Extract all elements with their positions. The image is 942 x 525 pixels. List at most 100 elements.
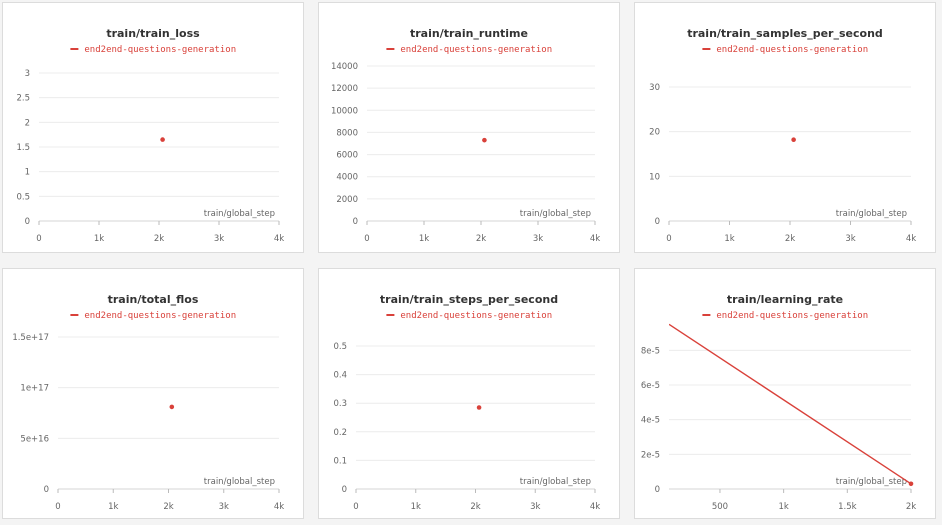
y-tick-label: 0 <box>25 217 30 227</box>
chart-panel-train-samples-per-second: train/train_samples_per_second end2end-qu… <box>634 2 936 253</box>
x-axis-label: train/global_step <box>520 209 591 219</box>
chart-svg: train/train_loss end2end-questions-genera… <box>16 27 284 244</box>
y-tick-label: 0.3 <box>333 399 347 409</box>
x-tick-label: 1k <box>724 234 734 244</box>
y-tick-label: 4e-5 <box>641 416 660 426</box>
y-tick-label: 0 <box>44 485 49 495</box>
series-line <box>669 323 912 485</box>
x-axis-label: train/global_step <box>520 477 591 487</box>
y-tick-label: 0.5 <box>16 192 30 202</box>
y-tick-label: 0 <box>353 217 358 227</box>
x-tick-label: 2k <box>785 234 795 244</box>
y-tick-label: 10000 <box>331 106 358 116</box>
x-tick-label: 0 <box>353 502 358 512</box>
x-tick-label: 1k <box>411 502 421 512</box>
chart-panel-train-loss: train/train_loss end2end-questions-genera… <box>2 2 304 253</box>
y-tick-label: 0.2 <box>333 428 347 438</box>
x-tick-label: 2k <box>906 502 916 512</box>
data-point <box>169 404 175 410</box>
chart-panel-train-steps-per-second: train/train_steps_per_second end2end-ques… <box>318 268 620 519</box>
y-tick-label: 20 <box>649 128 660 138</box>
legend-label: end2end-questions-generation <box>716 311 868 321</box>
chart-svg: train/train_steps_per_second end2end-ques… <box>333 293 600 512</box>
x-tick-label: 4k <box>590 234 600 244</box>
legend-label: end2end-questions-generation <box>716 45 868 55</box>
data-point <box>908 481 914 487</box>
chart-panel-total-flos: train/total_flos end2end-questions-genera… <box>2 268 304 519</box>
y-tick-label: 5e+16 <box>20 434 49 444</box>
data-point <box>476 405 482 410</box>
x-tick-label: 2k <box>476 234 486 244</box>
y-tick-label: 0.1 <box>333 456 347 466</box>
chart-panel-learning-rate: train/learning_rate end2end-questions-gen… <box>634 268 936 519</box>
chart-title: train/train_steps_per_second <box>380 293 558 306</box>
data-point <box>160 137 165 142</box>
y-tick-label: 0.5 <box>333 342 347 352</box>
chart-svg: train/train_samples_per_second end2end-qu… <box>649 27 916 244</box>
x-tick-label: 3k <box>214 234 224 244</box>
y-tick-label: 14000 <box>331 62 358 72</box>
y-tick-label: 1 <box>25 168 30 178</box>
x-tick-label: 500 <box>712 502 728 512</box>
x-tick-label: 3k <box>533 234 543 244</box>
y-tick-label: 0 <box>655 217 660 227</box>
legend: end2end-questions-generation <box>702 311 868 321</box>
y-tick-label: 6000 <box>336 151 358 161</box>
legend: end2end-questions-generation <box>702 45 868 55</box>
x-tick-label: 3k <box>530 502 540 512</box>
y-tick-label: 2 <box>25 118 30 128</box>
x-axis-label: train/global_step <box>836 477 907 487</box>
y-tick-label: 3 <box>25 69 30 79</box>
x-axis-label: train/global_step <box>204 209 275 219</box>
x-tick-label: 0 <box>55 502 60 512</box>
y-tick-label: 0.4 <box>333 371 347 381</box>
y-tick-label: 2.5 <box>16 94 30 104</box>
chart-title: train/train_loss <box>106 27 200 40</box>
chart-svg: train/total_flos end2end-questions-genera… <box>12 293 284 512</box>
chart-svg: train/learning_rate end2end-questions-gen… <box>641 293 916 512</box>
y-tick-label: 4000 <box>336 173 358 183</box>
x-axis-label: train/global_step <box>836 209 907 219</box>
x-tick-label: 4k <box>274 234 284 244</box>
chart-title: train/train_runtime <box>410 27 528 40</box>
chart-svg: train/train_runtime end2end-questions-gen… <box>331 27 600 244</box>
legend: end2end-questions-generation <box>70 45 236 55</box>
x-tick-label: 3k <box>219 502 229 512</box>
data-point <box>482 137 487 143</box>
legend-label: end2end-questions-generation <box>400 311 552 321</box>
legend: end2end-questions-generation <box>386 311 552 321</box>
legend: end2end-questions-generation <box>386 45 552 55</box>
y-tick-label: 6e-5 <box>641 381 660 391</box>
data-point <box>791 137 796 143</box>
x-tick-label: 3k <box>845 234 855 244</box>
x-tick-label: 4k <box>274 502 284 512</box>
x-tick-label: 2k <box>163 502 173 512</box>
legend-label: end2end-questions-generation <box>84 45 236 55</box>
y-tick-label: 8e-5 <box>641 346 660 356</box>
y-tick-label: 30 <box>649 83 660 93</box>
y-tick-label: 8000 <box>336 128 358 138</box>
x-tick-label: 0 <box>364 234 369 244</box>
legend-label: end2end-questions-generation <box>400 45 552 55</box>
x-tick-label: 2k <box>154 234 164 244</box>
chart-title: train/train_samples_per_second <box>687 27 883 40</box>
y-tick-label: 10 <box>649 172 660 182</box>
legend-label: end2end-questions-generation <box>84 311 236 321</box>
x-tick-label: 2k <box>470 502 480 512</box>
x-tick-label: 1k <box>94 234 104 244</box>
chart-title: train/learning_rate <box>727 293 843 306</box>
x-tick-label: 1k <box>419 234 429 244</box>
x-tick-label: 4k <box>590 502 600 512</box>
y-tick-label: 1.5e+17 <box>12 333 49 343</box>
y-tick-label: 2000 <box>336 195 358 205</box>
y-tick-label: 12000 <box>331 84 358 94</box>
x-tick-label: 0 <box>36 234 41 244</box>
y-tick-label: 2e-5 <box>641 450 660 460</box>
y-tick-label: 0 <box>342 485 347 495</box>
y-tick-label: 0 <box>655 485 660 495</box>
x-tick-label: 1.5k <box>838 502 857 512</box>
x-axis-label: train/global_step <box>204 477 275 487</box>
chart-panel-train-runtime: train/train_runtime end2end-questions-gen… <box>318 2 620 253</box>
y-tick-label: 1.5 <box>16 143 30 153</box>
x-tick-label: 1k <box>778 502 788 512</box>
